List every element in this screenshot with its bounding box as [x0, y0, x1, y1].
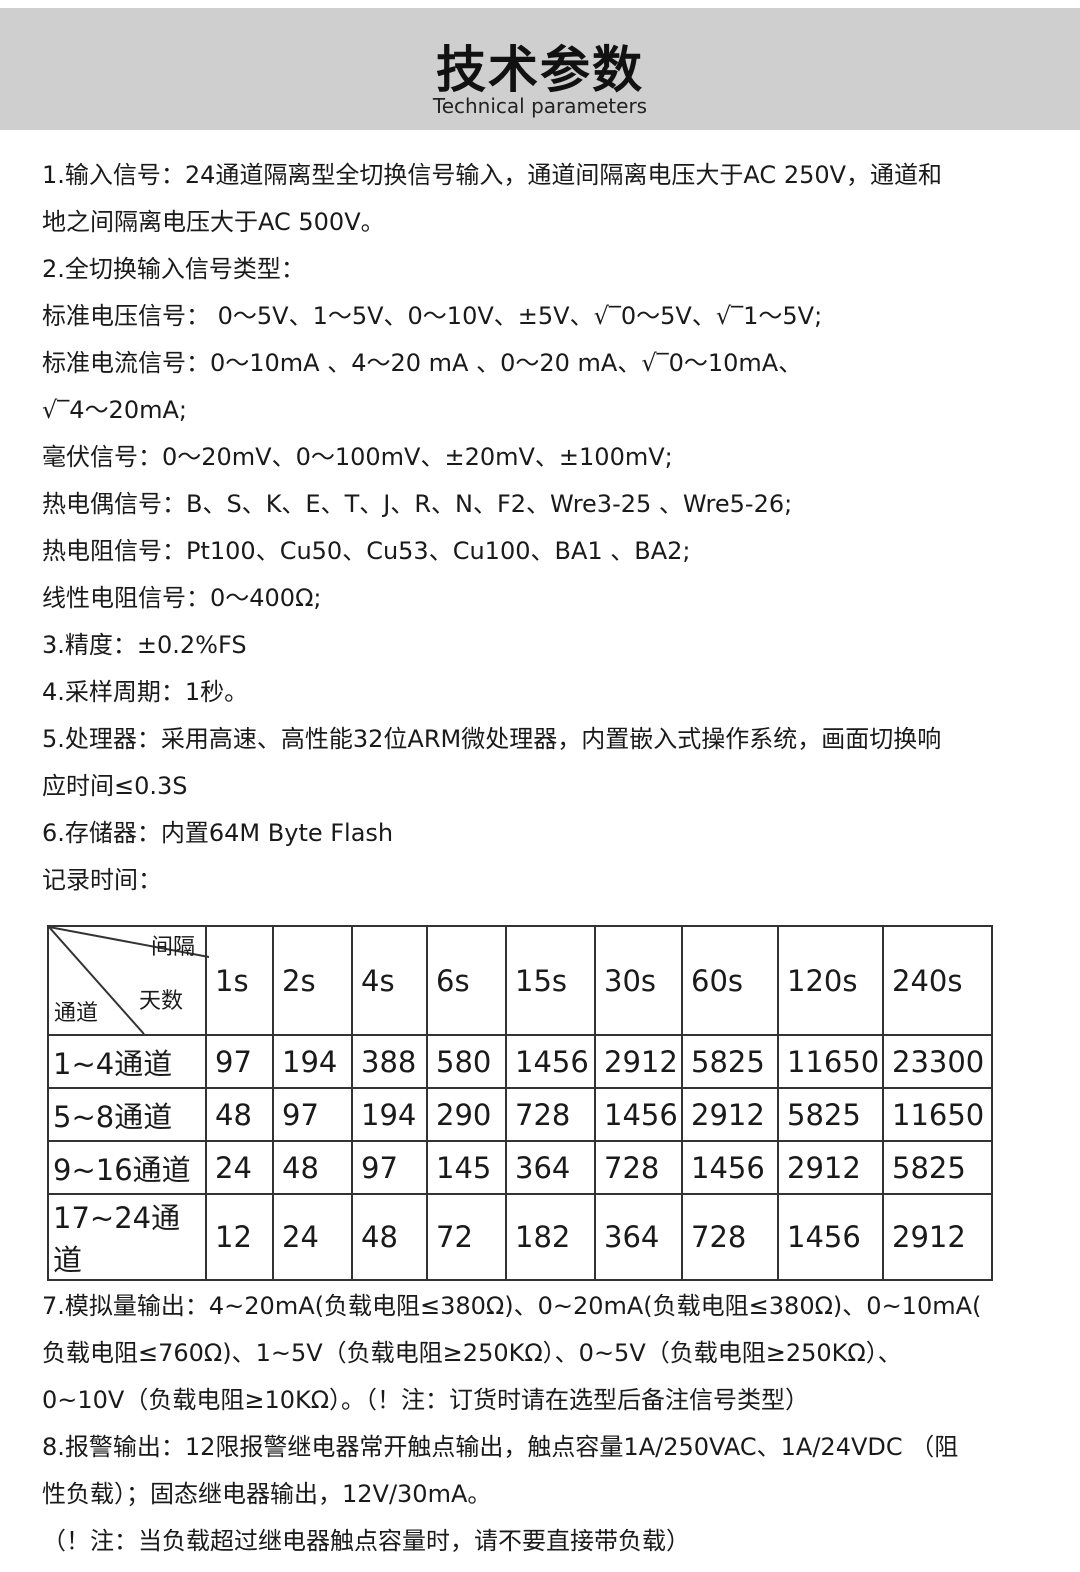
- table-cell: 2912: [681, 1087, 779, 1142]
- spec-line: 2.全切换输入信号类型：: [42, 255, 305, 283]
- table-cell: 290: [426, 1087, 507, 1142]
- table-cell: 194: [272, 1034, 353, 1089]
- spec-line: 6.存储器：内置64M Byte Flash: [42, 819, 394, 847]
- column-header: 6s: [426, 925, 507, 1036]
- table-cell: 97: [205, 1034, 274, 1089]
- row-label: 9~16通道: [47, 1140, 207, 1195]
- spec-line: 3.精度：±0.2%FS: [42, 631, 247, 659]
- table-cell: 11650: [882, 1087, 993, 1142]
- table-cell: 23300: [882, 1034, 993, 1089]
- column-header: 60s: [681, 925, 779, 1036]
- page-subtitle: Technical parameters: [432, 94, 648, 118]
- table-cell: 24: [272, 1193, 353, 1281]
- table-cell: 48: [205, 1087, 274, 1142]
- table-cell: 1456: [505, 1034, 596, 1089]
- table-row: 9~16通道 24 48 97 145 364 728 1456 2912 5825: [47, 1140, 993, 1195]
- header-banner: 技术参数 Technical parameters: [0, 8, 1080, 130]
- table-cell: 728: [594, 1140, 683, 1195]
- spec-list-bottom: 7.模拟量输出：4~20mA(负载电阻≤380Ω)、0~20mA(负载电阻≤38…: [42, 1283, 1052, 1565]
- table-cell: 2912: [594, 1034, 683, 1089]
- spec-line: √‾4～20mA;: [42, 396, 187, 424]
- spec-list-top: 1.输入信号：24通道隔离型全切换信号输入，通道间隔离电压大于AC 250V，通…: [42, 152, 1052, 904]
- column-header: 240s: [882, 925, 993, 1036]
- table-cell: 72: [426, 1193, 507, 1281]
- table-cell: 97: [272, 1087, 353, 1142]
- table-cell: 728: [505, 1087, 596, 1142]
- page-title: 技术参数: [436, 41, 644, 99]
- spec-line: 5.处理器：采用高速、高性能32位ARM微处理器，内置嵌入式操作系统，画面切换响: [42, 725, 942, 753]
- table-cell: 24: [205, 1140, 274, 1195]
- row-label: 17~24通道: [47, 1193, 207, 1281]
- spec-line: 7.模拟量输出：4~20mA(负载电阻≤380Ω)、0~20mA(负载电阻≤38…: [42, 1292, 982, 1320]
- column-header: 1s: [205, 925, 274, 1036]
- table-cell: 182: [505, 1193, 596, 1281]
- spec-line: 热电阻信号：Pt100、Cu50、Cu53、Cu100、BA1 、BA2;: [42, 537, 691, 565]
- column-header: 15s: [505, 925, 596, 1036]
- table-cell: 11650: [777, 1034, 884, 1089]
- spec-line: 负载电阻≤760Ω)、1~5V（负载电阻≥250KΩ）、0~5V（负载电阻≥25…: [42, 1339, 902, 1367]
- record-time-table: 间隔 天数 通道 1s 2s 4s 6s 15s 30s 60s 120s 240s 1~4通道…: [47, 925, 993, 1281]
- table-cell: 1456: [777, 1193, 884, 1281]
- table-cell: 5825: [882, 1140, 993, 1195]
- spec-line: 应时间≤0.3S: [42, 772, 188, 800]
- corner-channel-label: 通道: [54, 1001, 99, 1026]
- table-cell: 728: [681, 1193, 779, 1281]
- corner-days-label: 天数: [139, 989, 184, 1014]
- table-cell: 2912: [882, 1193, 993, 1281]
- table-cell: 5825: [681, 1034, 779, 1089]
- column-header: 4s: [351, 925, 428, 1036]
- table-cell: 364: [505, 1140, 596, 1195]
- spec-line: 4.采样周期：1秒。: [42, 678, 249, 706]
- table-cell: 2912: [777, 1140, 884, 1195]
- spec-line: 毫伏信号：0～20mV、0～100mV、±20mV、±100mV;: [42, 443, 673, 471]
- spec-line: 0~10V（负载电阻≥10KΩ）。（！注：订货时请在选型后备注信号类型）: [42, 1386, 810, 1414]
- table-row: 5~8通道 48 97 194 290 728 1456 2912 5825 11650: [47, 1087, 993, 1142]
- column-header: 30s: [594, 925, 683, 1036]
- table-cell: 194: [351, 1087, 428, 1142]
- table-cell: 364: [594, 1193, 683, 1281]
- table-row: 17~24通道 12 24 48 72 182 364 728 1456 2912: [47, 1193, 993, 1281]
- table-cell: 1456: [594, 1087, 683, 1142]
- diagonal-lines: [49, 927, 209, 1034]
- corner-cell: 间隔 天数 通道: [47, 925, 209, 1036]
- table-cell: 48: [351, 1193, 428, 1281]
- table-cell: 1456: [681, 1140, 779, 1195]
- table-cell: 48: [272, 1140, 353, 1195]
- spec-line: 热电偶信号：B、S、K、E、T、J、R、N、F2、Wre3-25 、Wre5-2…: [42, 490, 793, 518]
- table-cell: 97: [351, 1140, 428, 1195]
- table-cell: 145: [426, 1140, 507, 1195]
- table-cell: 388: [351, 1034, 428, 1089]
- row-label: 1~4通道: [47, 1034, 207, 1089]
- spec-line: 地之间隔离电压大于AC 500V。: [42, 208, 385, 236]
- spec-line: 标准电压信号： 0～5V、1～5V、0～10V、±5V、√‾0～5V、√‾1～5…: [42, 302, 823, 330]
- spec-line: 线性电阻信号：0～400Ω;: [42, 584, 322, 612]
- table-cell: 5825: [777, 1087, 884, 1142]
- spec-line: 标准电流信号：0～10mA 、4～20 mA 、0～20 mA、√‾0～10mA…: [42, 349, 803, 377]
- spec-line: （！注：当负载超过继电器触点容量时，请不要直接带负载）: [42, 1527, 690, 1555]
- column-header: 2s: [272, 925, 353, 1036]
- column-header: 120s: [777, 925, 884, 1036]
- table-row: 1~4通道 97 194 388 580 1456 2912 5825 11650 23300: [47, 1034, 993, 1089]
- table-cell: 580: [426, 1034, 507, 1089]
- spec-line: 记录时间：: [42, 866, 162, 894]
- table-header-row: 间隔 天数 通道 1s 2s 4s 6s 15s 30s 60s 120s 240s: [47, 925, 993, 1036]
- table-cell: 12: [205, 1193, 274, 1281]
- corner-interval-label: 间隔: [150, 935, 195, 960]
- spec-line: 1.输入信号：24通道隔离型全切换信号输入，通道间隔离电压大于AC 250V，通…: [42, 161, 943, 189]
- row-label: 5~8通道: [47, 1087, 207, 1142]
- spec-line: 性负载）；固态继电器输出，12V/30mA。: [42, 1480, 492, 1508]
- spec-line: 8.报警输出：12限报警继电器常开触点输出，触点容量1A/250VAC、1A/2…: [42, 1433, 959, 1461]
